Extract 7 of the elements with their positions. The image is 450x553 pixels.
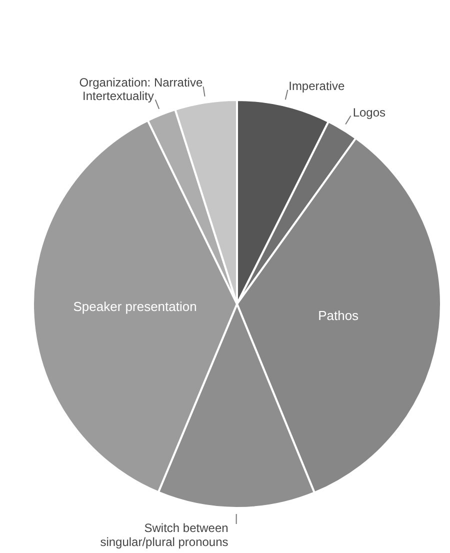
slice-label: Imperative bbox=[288, 79, 345, 94]
slice-label: Speaker presentation bbox=[73, 298, 197, 314]
slice-label: Pathos bbox=[318, 308, 360, 323]
slice-label: Logos bbox=[352, 105, 386, 120]
slice-label: Intertextuality bbox=[82, 88, 154, 103]
slice-label: Switch between singular/plural pronouns bbox=[100, 521, 228, 549]
slice-label: Organization: Narrative bbox=[79, 76, 203, 90]
